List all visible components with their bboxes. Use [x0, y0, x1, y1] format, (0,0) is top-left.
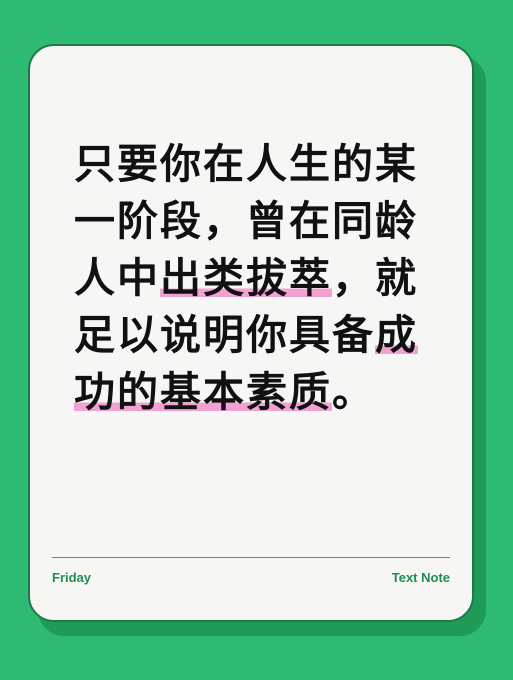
quote-line-4-start: 足以说明你具备 — [74, 311, 375, 359]
quote-line-3: 人中出类拔萃，就 — [74, 250, 444, 307]
footer-note-label: Text Note — [391, 570, 450, 585]
quote-line-2: 一阶段，曾在同龄 — [74, 197, 418, 245]
footer-day-label: Friday — [52, 570, 92, 585]
quote-text: 只要你在人生的某 一阶段，曾在同龄 人中出类拔萃，就 足以说明你具备成 功的基本… — [74, 136, 444, 421]
quote-highlight-1: 出类拔萃 — [160, 254, 332, 302]
quote-line-3-end: ，就 — [332, 254, 418, 302]
quote-line-1: 只要你在人生的某 — [74, 140, 418, 188]
quote-line-5-end: 。 — [332, 368, 375, 416]
note-card: 只要你在人生的某 一阶段，曾在同龄 人中出类拔萃，就 足以说明你具备成 功的基本… — [28, 44, 474, 622]
quote-line-3-start: 人中 — [74, 254, 160, 302]
quote-highlight-3: 功的基本素质 — [74, 368, 332, 416]
quote-line-5: 功的基本素质。 — [74, 364, 444, 421]
quote-highlight-2: 成 — [375, 311, 418, 359]
footer-divider — [52, 557, 450, 558]
quote-line-4: 足以说明你具备成 — [74, 307, 444, 364]
